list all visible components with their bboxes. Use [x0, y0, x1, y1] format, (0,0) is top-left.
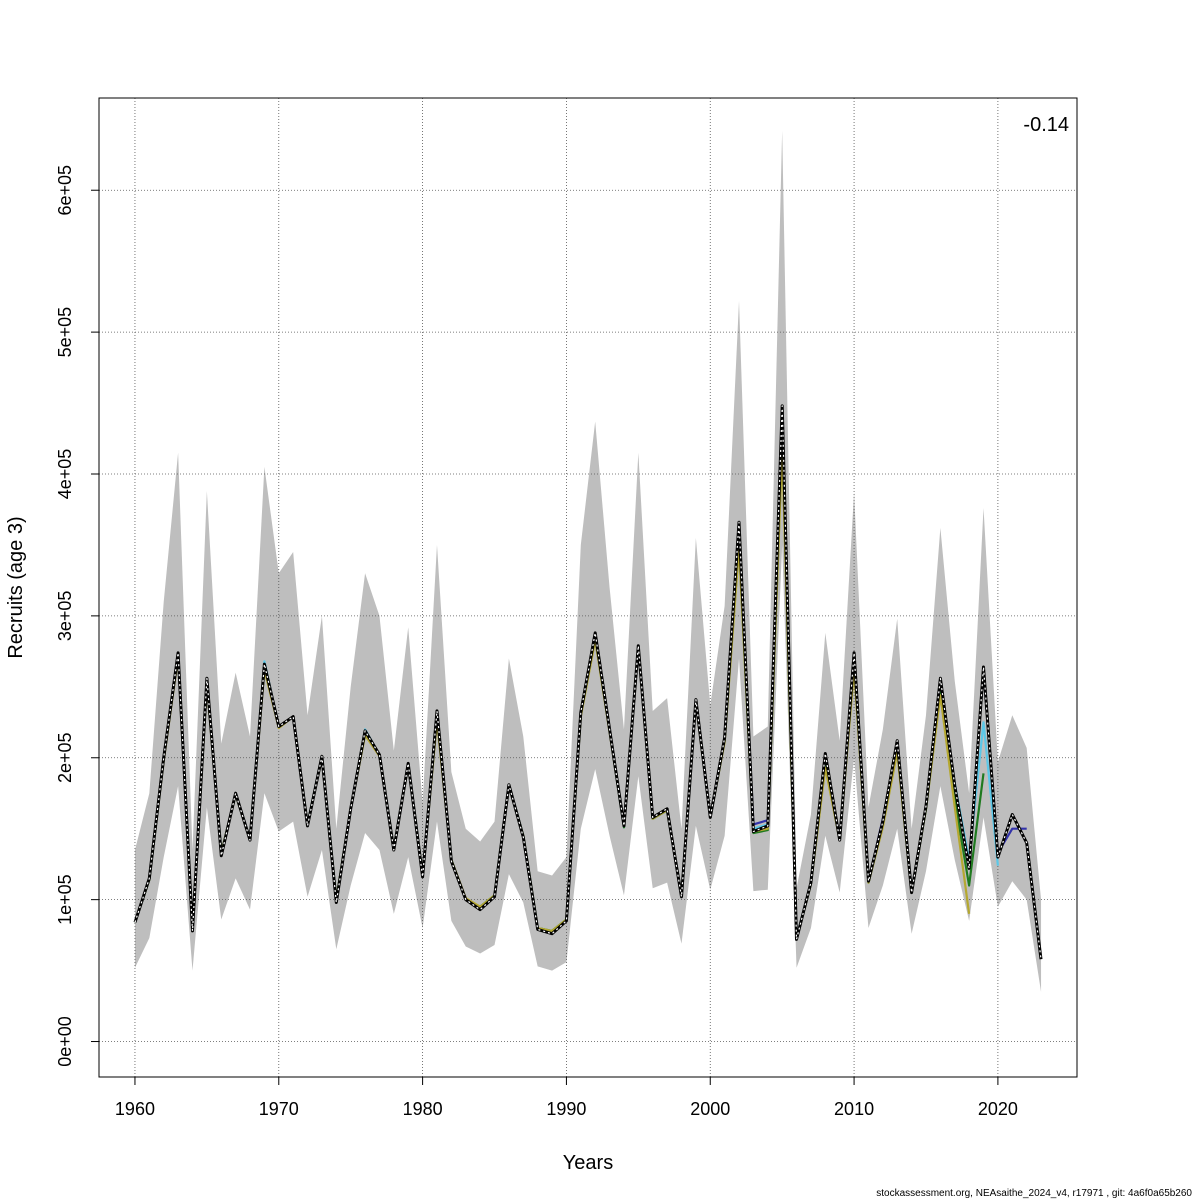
footer-label: stockassessment.org, NEAsaithe_2024_v4, … [876, 1188, 1192, 1199]
y-tick-label: 1e+05 [55, 874, 75, 925]
y-tick-label: 2e+05 [55, 732, 75, 783]
x-tick-label: 1980 [403, 1099, 443, 1119]
y-axis-title: Recruits (age 3) [5, 516, 27, 658]
grid-layer [99, 98, 1077, 1077]
annotation-label: -0.14 [1023, 114, 1069, 136]
x-tick-label: 1960 [115, 1099, 155, 1119]
y-tick-label: 3e+05 [55, 591, 75, 642]
confidence-band-layer [134, 130, 1042, 992]
x-tick-label: 2020 [978, 1099, 1018, 1119]
y-tick-label: 6e+05 [55, 165, 75, 216]
x-axis-title: Years [563, 1152, 613, 1174]
x-tick-label: 1970 [259, 1099, 299, 1119]
x-tick-label: 2000 [690, 1099, 730, 1119]
series-layer [133, 404, 1043, 960]
x-tick-label: 1990 [546, 1099, 586, 1119]
y-tick-label: 0e+00 [55, 1016, 75, 1067]
y-tick-label: 5e+05 [55, 307, 75, 358]
series-line-dots [134, 405, 1042, 960]
y-axis: 0e+00 1e+05 2e+05 3e+05 4e+05 5e+05 6e+05 [55, 165, 100, 1067]
x-tick-label: 2010 [834, 1099, 874, 1119]
y-tick-label: 4e+05 [55, 449, 75, 500]
x-axis: 1960 1970 1980 1990 2000 2010 2020 [115, 1076, 1018, 1119]
confidence-band [134, 130, 1042, 992]
